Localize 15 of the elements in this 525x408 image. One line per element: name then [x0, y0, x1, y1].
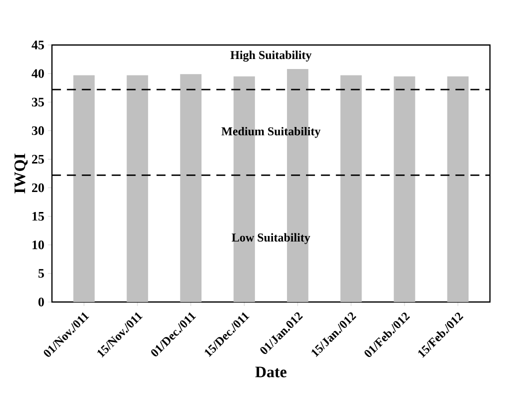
y-tick-label: 10	[32, 240, 44, 250]
y-tick-label: 45	[32, 40, 44, 50]
y-tick-label: 25	[32, 154, 44, 164]
y-tick-label: 40	[32, 69, 44, 78]
annotation: High Suitability	[230, 50, 312, 62]
y-tick-label: 35	[32, 98, 44, 106]
y-axis-title: IWQI	[14, 154, 28, 194]
y-tick-label: 20	[32, 183, 44, 192]
x-axis-title: Date	[255, 366, 286, 378]
annotation: Low Suitability	[232, 233, 310, 244]
annotation: Medium Suitability	[222, 126, 320, 138]
y-tick-label: 5	[38, 269, 44, 278]
y-tick-label: 30	[32, 126, 44, 136]
y-tick-label: 15	[32, 212, 44, 221]
y-tick-label: 0	[38, 298, 44, 306]
